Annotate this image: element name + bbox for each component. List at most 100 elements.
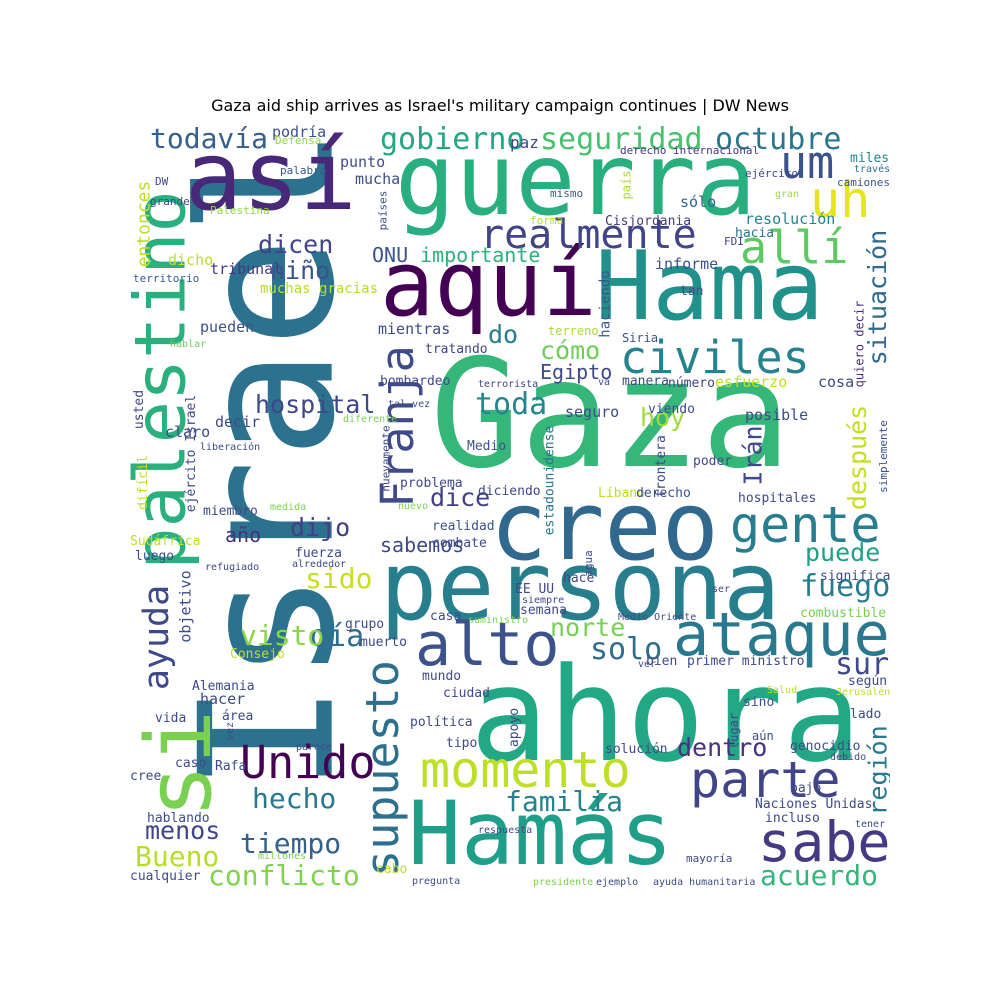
word: liberación bbox=[200, 442, 261, 453]
word: ejemplo bbox=[596, 877, 639, 888]
word: bien bbox=[646, 654, 678, 669]
word: nuevo bbox=[398, 501, 429, 512]
word: visto bbox=[240, 619, 325, 652]
word: punto bbox=[340, 153, 386, 171]
word: Palestina bbox=[210, 204, 270, 217]
word: combustible bbox=[800, 606, 887, 621]
word: resolución bbox=[745, 210, 836, 228]
word: dice bbox=[430, 483, 491, 512]
word: poder bbox=[693, 454, 733, 469]
word: claro bbox=[165, 423, 211, 441]
word: lado bbox=[850, 707, 882, 722]
word: suministro bbox=[468, 615, 529, 626]
word: miles bbox=[850, 151, 890, 166]
word: país bbox=[618, 170, 633, 199]
word: gente bbox=[730, 496, 881, 554]
word: Jerusalén bbox=[836, 687, 890, 698]
word: incluso bbox=[765, 811, 820, 826]
word: menos bbox=[145, 816, 221, 845]
word: tribunal bbox=[210, 260, 283, 278]
word: territorio bbox=[133, 272, 200, 285]
word: civiles bbox=[620, 331, 810, 384]
word: Medio bbox=[467, 439, 507, 454]
word: miembro bbox=[203, 504, 258, 519]
word: FDI bbox=[724, 235, 744, 248]
word: Líbano bbox=[598, 486, 645, 501]
word: tal vez bbox=[388, 399, 431, 410]
word: lugar bbox=[727, 712, 742, 750]
word: primer ministro bbox=[687, 654, 805, 669]
word: diciendo bbox=[478, 484, 541, 499]
word: tiempo bbox=[240, 827, 342, 860]
word: combate bbox=[432, 536, 487, 551]
word: hacer bbox=[200, 690, 246, 708]
word: significa bbox=[820, 569, 890, 584]
word: creo bbox=[490, 472, 719, 582]
word: objetivo bbox=[176, 569, 195, 643]
word: Medio Oriente bbox=[618, 612, 697, 623]
word: terrorista bbox=[478, 379, 539, 390]
word: pueden bbox=[200, 318, 255, 336]
word: posible bbox=[745, 406, 809, 424]
word: seguridad bbox=[540, 125, 703, 157]
word: EE UU bbox=[515, 582, 555, 597]
word: hablando bbox=[147, 811, 210, 826]
word: momento bbox=[420, 741, 631, 799]
word: refugiado bbox=[205, 562, 260, 573]
word: realmente bbox=[480, 212, 697, 258]
word: millones bbox=[258, 851, 307, 862]
word: mismo bbox=[550, 187, 584, 200]
word: así bbox=[185, 125, 357, 232]
word: según bbox=[848, 674, 888, 689]
word: va bbox=[598, 377, 611, 388]
word: puede bbox=[805, 538, 881, 567]
word: hecho bbox=[252, 782, 337, 815]
word: octubre bbox=[715, 125, 842, 157]
word: supuesto bbox=[355, 660, 409, 877]
word: medida bbox=[270, 502, 307, 513]
word: ayuda humanitaria bbox=[653, 877, 756, 888]
word: gobierno bbox=[380, 125, 525, 157]
word: informe bbox=[655, 255, 719, 273]
word: terreno bbox=[548, 324, 599, 338]
word: respuesta bbox=[478, 825, 533, 836]
word: año bbox=[225, 523, 262, 547]
word: hacia bbox=[735, 226, 775, 241]
word: grande bbox=[150, 195, 190, 208]
word: hospital bbox=[255, 390, 376, 419]
word: esfuerzo bbox=[715, 373, 788, 391]
word: cabo bbox=[376, 862, 408, 877]
word: bajo bbox=[790, 781, 822, 796]
word: bombardeo bbox=[380, 374, 451, 389]
word: dicho bbox=[168, 251, 214, 269]
chart-title: Gaza aid ship arrives as Israel's milita… bbox=[211, 96, 789, 115]
word: difícil bbox=[135, 455, 151, 510]
word: uh bbox=[810, 171, 871, 229]
word: aquí bbox=[380, 232, 597, 337]
word: hospitales bbox=[738, 491, 817, 506]
word: familia bbox=[505, 785, 624, 818]
word: tan bbox=[680, 284, 704, 299]
word: países bbox=[375, 190, 389, 230]
word: um bbox=[780, 136, 835, 189]
word: Sudáfrica bbox=[130, 534, 201, 549]
word: sabe bbox=[758, 810, 890, 874]
word: fuego bbox=[800, 569, 890, 604]
word: cosa bbox=[818, 373, 855, 391]
word: parte bbox=[690, 751, 841, 809]
word: hace bbox=[563, 571, 595, 586]
word: aún bbox=[752, 729, 774, 743]
word: después bbox=[843, 404, 873, 511]
word: viendo bbox=[648, 402, 695, 417]
word: forma bbox=[530, 214, 564, 227]
word: hoy bbox=[640, 403, 686, 432]
word: dicen bbox=[258, 230, 334, 259]
word: siempre bbox=[522, 595, 565, 606]
word: pregunta bbox=[412, 876, 461, 887]
word: Egipto bbox=[540, 360, 613, 384]
word: vida bbox=[155, 711, 187, 726]
word: ejército bbox=[745, 167, 798, 180]
word: Gaza bbox=[430, 328, 792, 502]
word: problema bbox=[400, 476, 463, 491]
word: caso bbox=[175, 756, 207, 771]
